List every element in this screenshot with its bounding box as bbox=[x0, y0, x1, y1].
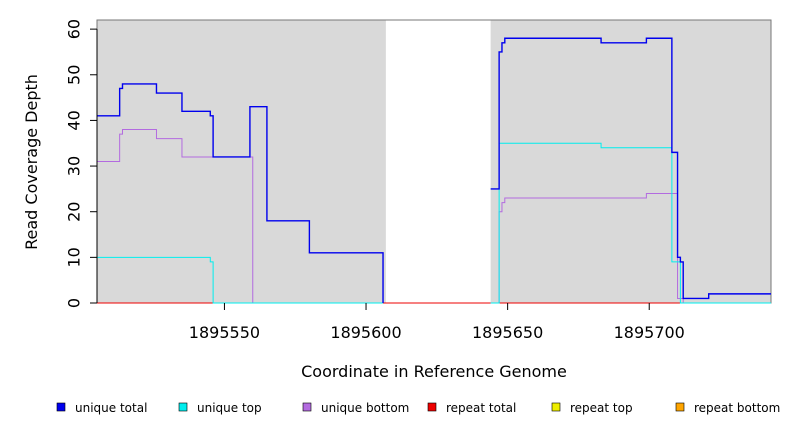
legend-swatch-repeat-bottom bbox=[675, 402, 685, 412]
x-tick-label-1895700: 1895700 bbox=[614, 323, 685, 342]
series-unique-total-segment-1 bbox=[490, 37, 771, 300]
y-tick-label-30: 30 bbox=[65, 156, 84, 176]
x-tick-label-1895650: 1895650 bbox=[472, 323, 543, 342]
legend-label-repeat-bottom: repeat bottom bbox=[694, 401, 780, 415]
legend-label-unique-top: unique top bbox=[197, 401, 262, 415]
series-unique-top-segment-0 bbox=[97, 256, 384, 304]
legend-label-unique-bottom: unique bottom bbox=[321, 401, 409, 415]
series-unique-top-segment-1 bbox=[490, 142, 771, 304]
shaded-regions bbox=[97, 20, 771, 303]
y-axis-title: Read Coverage Depth bbox=[22, 74, 41, 250]
x-tick-label-1895550: 1895550 bbox=[189, 323, 260, 342]
legend-swatch-unique-top bbox=[178, 402, 188, 412]
shaded-region-0 bbox=[97, 20, 386, 303]
x-axis-title: Coordinate in Reference Genome bbox=[301, 362, 567, 381]
legend-label-unique-total: unique total bbox=[75, 401, 147, 415]
y-tick-label-60: 60 bbox=[65, 19, 84, 39]
shaded-region-1 bbox=[490, 20, 771, 303]
legend-swatch-unique-total bbox=[56, 402, 66, 412]
x-tick-label-1895600: 1895600 bbox=[330, 323, 401, 342]
y-tick-label-10: 10 bbox=[65, 247, 84, 267]
legend-swatch-repeat-total bbox=[427, 402, 437, 412]
series-lines bbox=[97, 37, 771, 304]
legend-swatch-repeat-top bbox=[551, 402, 561, 412]
series-unique-total-segment-0 bbox=[97, 83, 384, 303]
y-tick-label-0: 0 bbox=[65, 298, 84, 308]
series-unique-bottom-segment-0 bbox=[97, 129, 384, 304]
legend-swatch-unique-bottom bbox=[302, 402, 312, 412]
legend: unique total unique top unique bottom repea… bbox=[56, 401, 780, 415]
legend-label-repeat-top: repeat top bbox=[570, 401, 633, 415]
y-tick-label-40: 40 bbox=[65, 110, 84, 130]
y-tick-label-50: 50 bbox=[65, 65, 84, 85]
legend-label-repeat-total: repeat total bbox=[446, 401, 516, 415]
axes: 0 10 20 30 40 50 60 1895550 1895600 1895650 189570… bbox=[65, 19, 685, 342]
y-tick-label-20: 20 bbox=[65, 202, 84, 222]
